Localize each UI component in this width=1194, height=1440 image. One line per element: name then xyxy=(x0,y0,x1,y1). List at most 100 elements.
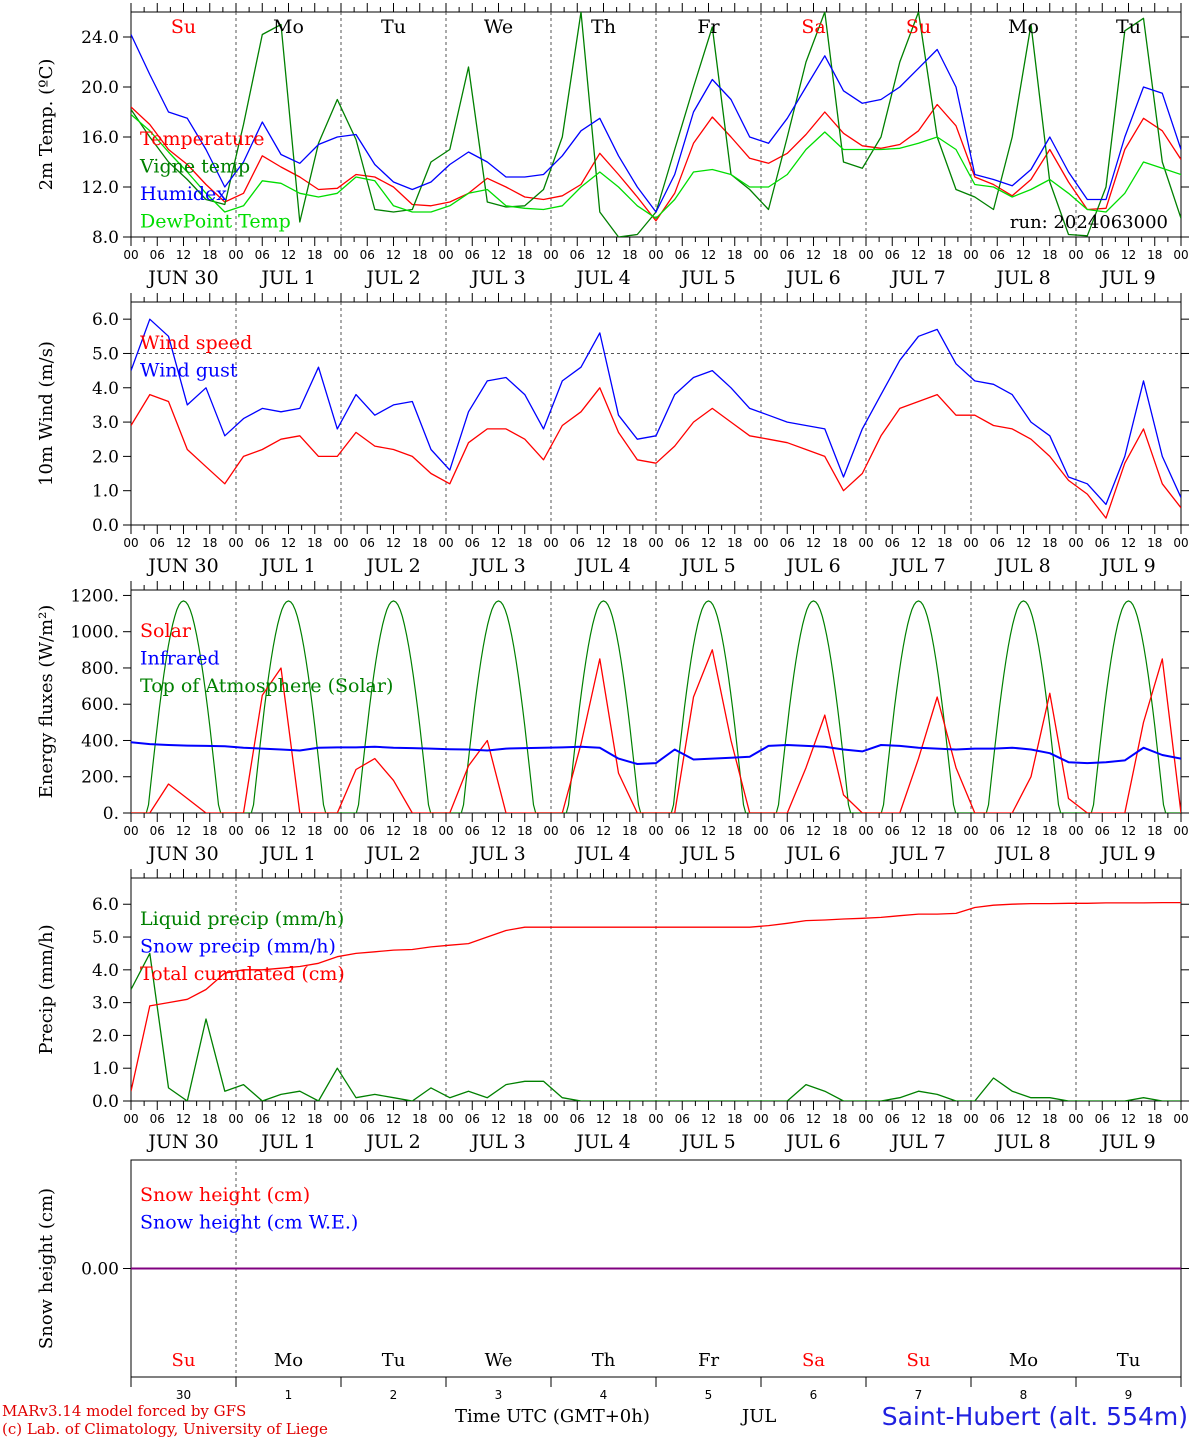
hour-tick-label: 18 xyxy=(727,248,742,262)
hour-tick-label: 00 xyxy=(1068,1112,1083,1126)
weekday-label-bottom: Mo xyxy=(1009,1350,1038,1371)
legend-entry: Solar xyxy=(140,620,192,642)
day-number-label: 7 xyxy=(915,1388,923,1400)
y-tick-label: 2.0 xyxy=(92,1026,119,1046)
y-tick-label: 8.0 xyxy=(92,228,119,248)
panel-2: 0.0 1.0 2.0 3.0 4.0 5.0 6.0 00 06 12 18 00 06 12 18 00 0… xyxy=(36,293,1189,577)
hour-tick-label: 18 xyxy=(937,824,952,838)
hour-tick-label: 06 xyxy=(1095,1112,1110,1126)
day-number-label: 3 xyxy=(495,1388,503,1400)
hour-tick-label: 06 xyxy=(150,536,165,550)
day-label: JUL 8 xyxy=(994,843,1050,865)
weekday-label-top: Th xyxy=(591,16,616,38)
hour-tick-label: 12 xyxy=(596,536,611,550)
hour-tick-label: 00 xyxy=(858,824,873,838)
hour-tick-label: 06 xyxy=(675,1112,690,1126)
day-number-label: 6 xyxy=(810,1388,818,1400)
hour-tick-label: 06 xyxy=(465,824,480,838)
y-tick-label: 12.0 xyxy=(81,178,119,198)
hour-tick-label: 06 xyxy=(1095,248,1110,262)
hour-tick-label: 12 xyxy=(281,1112,296,1126)
y-tick-label: 3.0 xyxy=(92,413,119,433)
time-axis-label: Time UTC (GMT+0h) xyxy=(455,1406,650,1427)
hour-tick-label: 00 xyxy=(858,248,873,262)
legend-entry: Snow precip (mm/h) xyxy=(140,936,336,958)
hour-tick-label: 18 xyxy=(517,1112,532,1126)
day-label: JUL 7 xyxy=(889,843,945,865)
plot-frame xyxy=(130,11,1182,238)
hour-tick-label: 12 xyxy=(911,824,926,838)
panel-1: 8.0 12.0 16.0 20.0 24.0 00 06 12 18 00 06 12 18 00 06 1… xyxy=(36,3,1189,289)
hour-tick-label: 00 xyxy=(123,536,138,550)
legend-entry: Vigne temp xyxy=(139,156,250,178)
hour-tick-label: 12 xyxy=(386,248,401,262)
hour-tick-label: 12 xyxy=(806,248,821,262)
day-label: JUN 30 xyxy=(146,555,218,577)
hour-tick-label: 18 xyxy=(517,248,532,262)
y-tick-label: 200. xyxy=(81,768,119,788)
hour-tick-label: 18 xyxy=(937,536,952,550)
hour-tick-label: 06 xyxy=(885,1112,900,1126)
hour-tick-label: 18 xyxy=(727,824,742,838)
hour-tick-label: 06 xyxy=(990,536,1005,550)
y-tick-label: 1.0 xyxy=(92,482,119,502)
day-label: JUL 4 xyxy=(574,555,630,577)
hour-tick-label: 12 xyxy=(491,1112,506,1126)
hour-tick-label: 06 xyxy=(255,824,270,838)
hour-tick-label: 18 xyxy=(1042,536,1057,550)
y-tick-label: 1200. xyxy=(70,586,119,606)
dewpoint-temp-line xyxy=(131,114,1181,219)
day-label: JUN 30 xyxy=(146,267,218,289)
temperature-line xyxy=(131,103,1181,222)
hour-tick-label: 12 xyxy=(386,1112,401,1126)
hour-tick-label: 18 xyxy=(1147,1112,1162,1126)
hour-tick-label: 12 xyxy=(1016,1112,1031,1126)
humidex-line xyxy=(131,34,1181,213)
hour-tick-label: 00 xyxy=(543,536,558,550)
hour-tick-label: 00 xyxy=(963,1112,978,1126)
hour-tick-label: 06 xyxy=(885,824,900,838)
day-label: JUL 2 xyxy=(364,843,420,865)
hour-tick-label: 06 xyxy=(1095,536,1110,550)
hour-tick-label: 06 xyxy=(465,1112,480,1126)
hour-tick-label: 06 xyxy=(780,248,795,262)
hour-tick-label: 18 xyxy=(622,536,637,550)
hour-tick-label: 12 xyxy=(491,536,506,550)
y-tick-label: 6.0 xyxy=(92,310,119,330)
hour-tick-label: 18 xyxy=(307,536,322,550)
hour-tick-label: 18 xyxy=(727,536,742,550)
day-label: JUN 30 xyxy=(146,843,218,865)
series-group xyxy=(131,318,1181,519)
weekday-label-top: Mo xyxy=(1008,16,1039,38)
y-tick-label: 4.0 xyxy=(92,379,119,399)
hour-tick-label: 18 xyxy=(412,536,427,550)
hour-tick-label: 00 xyxy=(228,824,243,838)
weekday-label-bottom: Sa xyxy=(802,1350,825,1371)
hour-tick-label: 00 xyxy=(543,248,558,262)
hour-tick-label: 18 xyxy=(202,1112,217,1126)
hour-tick-label: 00 xyxy=(543,824,558,838)
station-name: Saint-Hubert (alt. 554m) xyxy=(881,1402,1188,1431)
weekday-label-top: Fr xyxy=(697,16,720,38)
hour-tick-label: 00 xyxy=(1068,824,1083,838)
hour-tick-label: 06 xyxy=(570,536,585,550)
legend-entry: Humidex xyxy=(140,183,227,205)
hour-tick-label: 00 xyxy=(1173,536,1188,550)
day-label: JUL 1 xyxy=(259,555,315,577)
month-label: JUL xyxy=(742,1406,777,1427)
hour-tick-label: 06 xyxy=(360,824,375,838)
hour-tick-label: 12 xyxy=(281,536,296,550)
y-tick-label: 800. xyxy=(81,659,119,679)
hour-tick-label: 18 xyxy=(727,1112,742,1126)
panel-3: 0. 200. 400. 600. 800. 1000. 1200. 00 06 12 18 00 06… xyxy=(36,581,1189,865)
hour-tick-label: 12 xyxy=(596,824,611,838)
hour-tick-label: 00 xyxy=(123,1112,138,1126)
hour-tick-label: 18 xyxy=(1147,248,1162,262)
hour-tick-label: 12 xyxy=(491,824,506,838)
day-number-label: 2 xyxy=(390,1388,398,1400)
hour-tick-label: 12 xyxy=(386,536,401,550)
hour-tick-label: 18 xyxy=(307,248,322,262)
y-tick-label: 600. xyxy=(81,695,119,715)
hour-tick-label: 12 xyxy=(281,248,296,262)
y-tick-label: 2.0 xyxy=(92,447,119,467)
